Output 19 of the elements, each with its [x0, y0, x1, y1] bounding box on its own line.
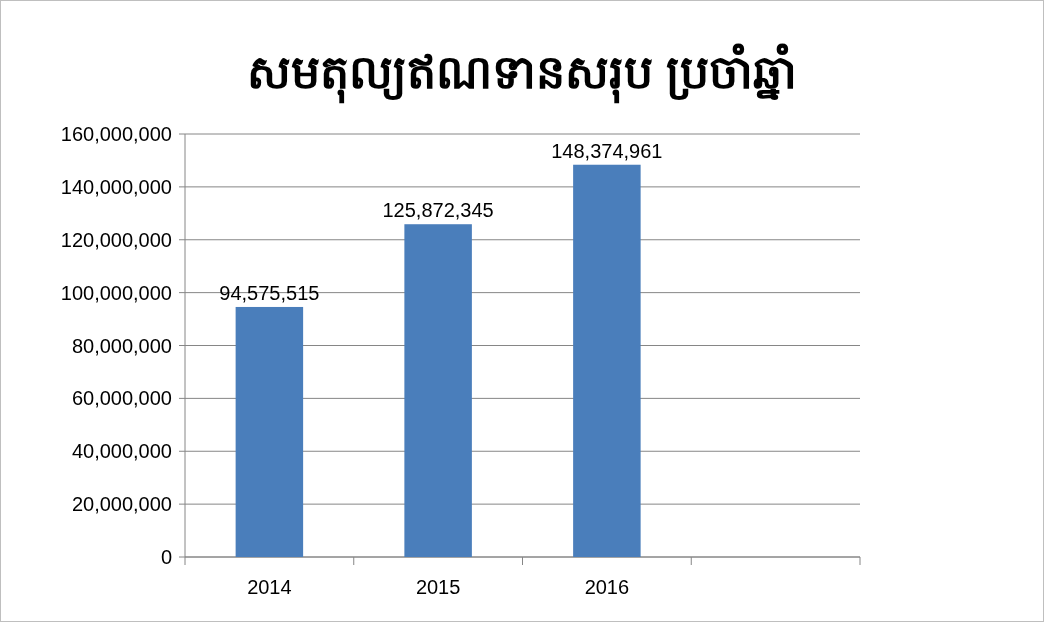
y-tick-label: 40,000,000	[71, 440, 172, 463]
y-tick-label: 140,000,000	[60, 175, 172, 198]
y-tick-label: 60,000,000	[71, 387, 172, 410]
data-label: 125,872,345	[382, 199, 494, 222]
y-tick-label: 20,000,000	[71, 493, 172, 516]
y-tick-label: 160,000,000	[60, 123, 172, 145]
bar	[404, 224, 472, 557]
y-tick-label: 80,000,000	[71, 334, 172, 357]
x-tick-label: 2015	[415, 576, 461, 598]
y-tick-label: 0	[160, 546, 172, 568]
y-tick-label: 100,000,000	[60, 281, 172, 304]
bar	[235, 306, 304, 557]
x-tick-label: 2014	[247, 576, 292, 598]
chart-title: សមតុល្យឥណទានសរុប ប្រចាំឆ្នាំ	[247, 43, 797, 104]
x-tick-label: 2016	[584, 576, 630, 598]
bar	[573, 164, 641, 557]
data-label: 94,575,515	[219, 281, 320, 304]
data-label: 148,374,961	[551, 139, 663, 162]
y-tick-label: 120,000,000	[60, 228, 172, 251]
